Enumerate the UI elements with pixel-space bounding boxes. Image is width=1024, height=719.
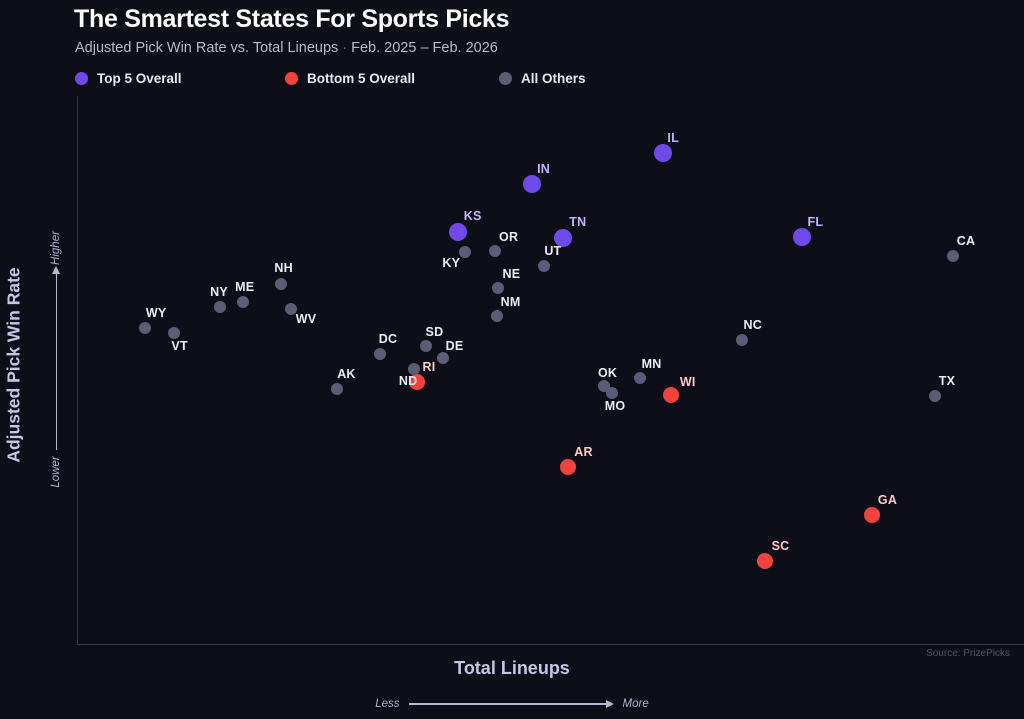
scatter-point[interactable] (408, 374, 425, 391)
legend-item-all-others[interactable]: All Others (499, 71, 586, 86)
scatter-point[interactable] (374, 348, 387, 361)
scatter-point[interactable] (488, 245, 501, 258)
plot-area: IL IN KS TN FL RI WI AR GA SC CA KY OR UT NE NM NH ME NY WV… (77, 96, 1024, 645)
legend-label: All Others (521, 71, 586, 86)
scatter-point-label: MN (641, 356, 662, 371)
scatter-point[interactable] (285, 303, 298, 315)
y-axis-high-caption: Higher (50, 231, 62, 265)
scatter-point[interactable] (793, 228, 812, 247)
source-credit: Source: PrizePicks (926, 648, 1010, 659)
subtitle-separator: · (342, 40, 348, 56)
scatter-point-label: NH (274, 261, 293, 276)
scatter-point[interactable] (492, 282, 505, 295)
y-axis-direction-arrow: Higher Lower (45, 231, 67, 488)
scatter-point-label: WV (295, 312, 317, 326)
scatter-point-label: ND (398, 374, 418, 389)
scatter-point[interactable] (654, 144, 673, 163)
legend-swatch-icon (285, 72, 298, 85)
scatter-point-label: SD (425, 325, 444, 340)
y-axis-line (77, 96, 78, 645)
chart-title: The Smartest States For Sports Picks (74, 5, 510, 33)
x-axis-high-caption: More (622, 698, 649, 710)
scatter-point[interactable] (213, 300, 226, 313)
scatter-point-label: VT (171, 339, 188, 354)
scatter-point-label: TX (938, 373, 956, 388)
chart-subtitle: Adjusted Pick Win Rate vs. Total Lineups… (75, 40, 498, 56)
legend-label: Top 5 Overall (97, 71, 182, 86)
scatter-point-label: SC (771, 539, 790, 553)
scatter-point[interactable] (633, 371, 646, 384)
subtitle-period: Feb. 2025 – Feb. 2026 (351, 40, 498, 56)
arrow-up-icon (52, 266, 61, 274)
scatter-point-label: ME (235, 279, 255, 294)
scatter-point-label: IN (537, 161, 550, 176)
legend-label: Bottom 5 Overall (307, 71, 416, 86)
scatter-point-label: NY (210, 284, 228, 299)
scatter-point[interactable] (274, 278, 287, 291)
scatter-point-label: KS (463, 209, 482, 224)
legend-item-bottom5[interactable]: Bottom 5 Overall (285, 71, 415, 86)
scatter-point[interactable] (167, 327, 180, 340)
x-axis-title: Total Lineups (454, 658, 570, 678)
scatter-point-label: RI (422, 360, 436, 375)
scatter-point-label: GA (877, 493, 898, 508)
scatter-point-label: AK (337, 367, 356, 382)
arrow-shaft (56, 272, 58, 450)
x-axis-low-caption: Less (375, 698, 400, 710)
scatter-point-label: NE (502, 267, 521, 282)
scatter-point-label: OR (499, 230, 519, 245)
legend-swatch-icon (75, 72, 88, 85)
scatter-point[interactable] (420, 340, 433, 353)
arrow-right-icon (605, 700, 614, 708)
scatter-point[interactable] (139, 321, 152, 334)
scatter-point-label: NC (743, 317, 763, 332)
arrow-shaft (408, 700, 614, 708)
scatter-point[interactable] (928, 389, 941, 402)
scatter-point[interactable] (236, 295, 249, 308)
y-axis-title-block: Adjusted Pick Win Rate (0, 245, 24, 485)
y-axis-title: Adjusted Pick Win Rate (3, 267, 24, 463)
scatter-point[interactable] (735, 333, 748, 346)
scatter-point-label: IL (667, 131, 679, 146)
scatter-point[interactable] (864, 507, 881, 524)
scatter-point[interactable] (490, 309, 503, 322)
y-axis-low-caption: Lower (50, 456, 62, 488)
scatter-point[interactable] (331, 383, 344, 396)
scatter-point[interactable] (437, 352, 450, 365)
scatter-point-label: WI (679, 375, 696, 390)
scatter-point-label: KY (442, 256, 461, 271)
legend-item-top5[interactable]: Top 5 Overall (75, 71, 182, 86)
scatter-point-label: DE (445, 339, 464, 354)
scatter-point[interactable] (606, 387, 619, 399)
scatter-point[interactable] (537, 259, 550, 272)
scatter-point[interactable] (408, 363, 421, 376)
scatter-point[interactable] (448, 223, 467, 242)
scatter-point-label: MO (604, 399, 626, 413)
legend-swatch-icon (499, 72, 512, 85)
scatter-point-label: NM (500, 294, 521, 309)
scatter-point[interactable] (560, 459, 577, 476)
arrow-line (408, 703, 606, 705)
scatter-point-label: WY (145, 305, 167, 320)
scatter-point[interactable] (459, 246, 472, 259)
scatter-point[interactable] (553, 229, 572, 248)
x-axis-line (77, 644, 1024, 645)
scatter-point-label: CA (956, 233, 976, 248)
scatter-point-label: AR (574, 445, 593, 460)
scatter-point-label: FL (807, 215, 824, 230)
scatter-point[interactable] (522, 174, 541, 193)
scatter-point[interactable] (757, 553, 774, 569)
scatter-point-label: DC (378, 332, 398, 347)
scatter-point-label: OK (597, 366, 618, 381)
x-axis-direction-arrow: Less More (0, 694, 1024, 714)
subtitle-metric: Adjusted Pick Win Rate vs. Total Lineups (75, 40, 339, 56)
scatter-point-label: TN (569, 215, 587, 230)
scatter-point[interactable] (946, 249, 959, 262)
scatter-point[interactable] (662, 387, 679, 404)
scatter-point-label: UT (544, 243, 562, 258)
